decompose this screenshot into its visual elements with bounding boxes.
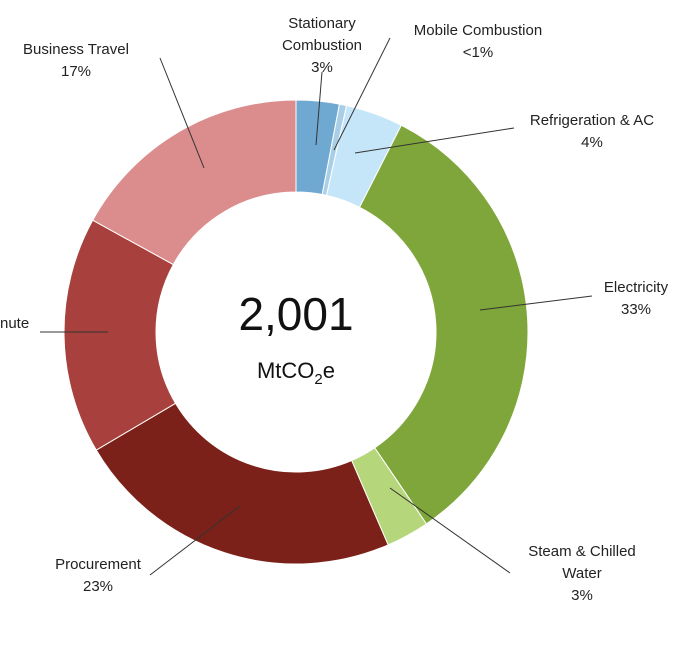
leader-line-steam-chilled-water xyxy=(389,487,511,574)
slice-label-refrigeration-ac: Refrigeration & AC 4% xyxy=(530,112,654,151)
center-total-value: 2,001 xyxy=(238,288,353,340)
leader-line-refrigeration-ac xyxy=(354,127,515,154)
slice-electricity xyxy=(358,124,529,525)
leader-line-mobile-combustion xyxy=(333,37,391,151)
leader-line-stationary-combustion xyxy=(315,71,323,146)
slice-label-procurement: Procurement 23% xyxy=(55,556,142,595)
slice-label-stationary-combustion: Stationary Combustion 3% xyxy=(282,15,362,76)
slice-label-business-travel: Business Travel 17% xyxy=(23,41,129,80)
slice-label-mobile-combustion: Mobile Combustion <1% xyxy=(414,22,542,61)
slices-layer xyxy=(63,99,529,565)
leader-line-electricity xyxy=(479,295,593,311)
slice-business-travel xyxy=(92,99,297,266)
labels-layer: Stationary Combustion 3% Mobile Combustion <… xyxy=(0,15,669,604)
slice-label-electricity: Electricity 33% xyxy=(604,279,669,318)
slice-label-steam-chilled-water: Steam & Chilled Water 3% xyxy=(528,543,636,604)
slice-label-commute: nute xyxy=(0,315,29,332)
slice-procurement xyxy=(95,402,389,565)
center-total-unit: MtCO2e xyxy=(257,358,335,388)
leader-line-business-travel xyxy=(159,57,205,169)
leader-lines-layer xyxy=(40,37,593,576)
leader-line-procurement xyxy=(149,505,241,576)
